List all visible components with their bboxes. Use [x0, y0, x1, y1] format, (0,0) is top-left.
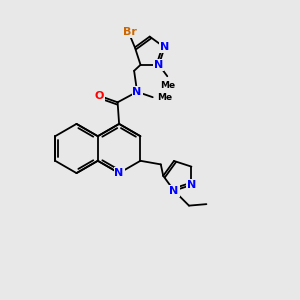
Text: N: N [154, 60, 164, 70]
Text: Br: Br [122, 27, 136, 38]
Text: N: N [187, 180, 196, 190]
Text: N: N [160, 42, 169, 52]
Text: N: N [133, 87, 142, 97]
Text: O: O [94, 91, 104, 101]
Text: N: N [169, 186, 178, 196]
Text: Me: Me [160, 81, 175, 90]
Text: Me: Me [157, 93, 172, 102]
Text: N: N [115, 168, 124, 178]
